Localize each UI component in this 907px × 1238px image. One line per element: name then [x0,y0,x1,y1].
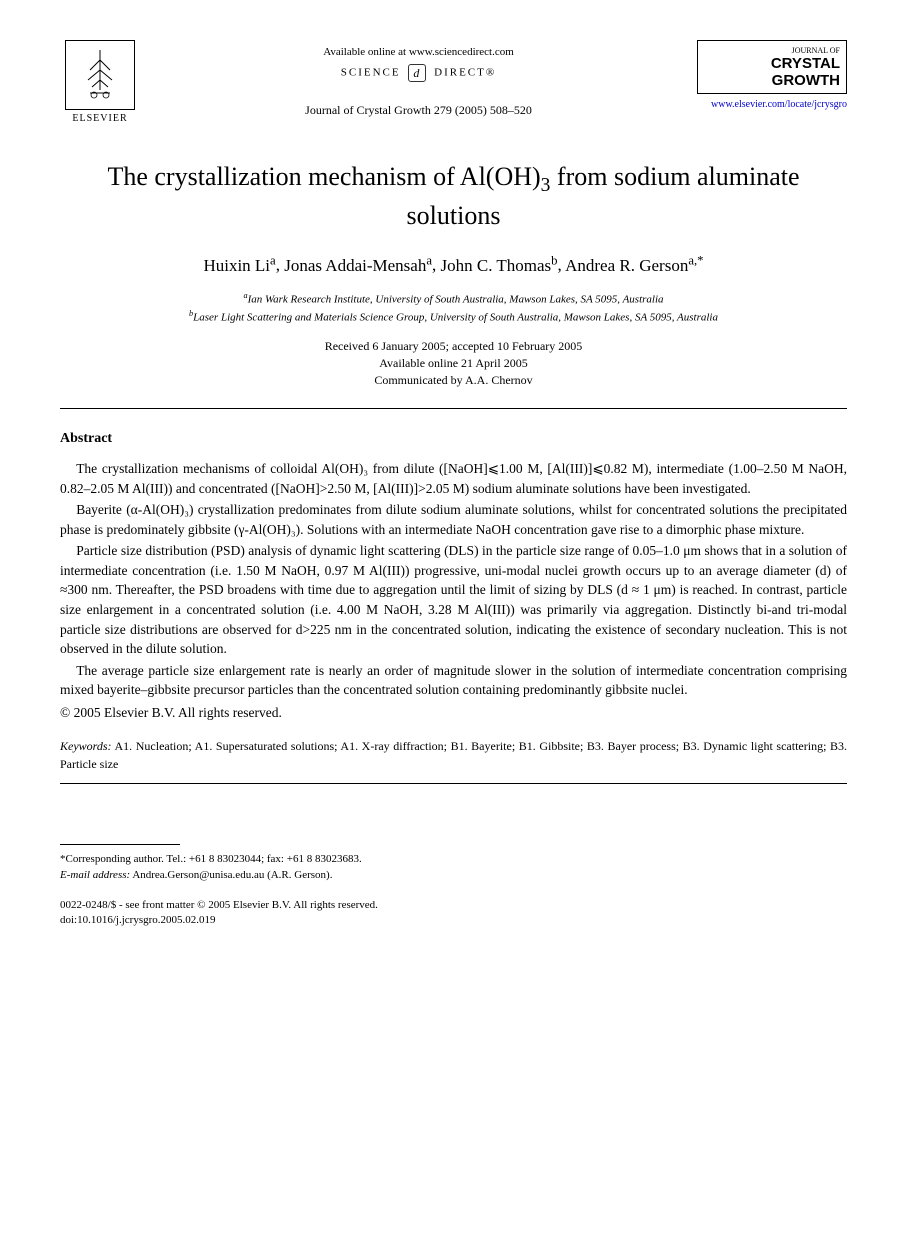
author-2-sup: a [426,253,432,267]
rule-top [60,408,847,409]
keywords-text: A1. Nucleation; A1. Supersaturated solut… [60,739,847,771]
front-matter-line: 0022-0248/$ - see front matter © 2005 El… [60,898,847,913]
title-subscript: 3 [541,175,551,196]
article-dates: Received 6 January 2005; accepted 10 Feb… [60,338,847,388]
author-1-name: Huixin Li [203,256,270,275]
received-date: Received 6 January 2005; accepted 10 Feb… [60,338,847,355]
keywords-label: Keywords: [60,739,112,753]
sd-right: DIRECT® [434,67,496,79]
sd-left: SCIENCE [341,67,401,79]
publisher-name: ELSEVIER [72,112,127,126]
footnote-block: *Corresponding author. Tel.: +61 8 83023… [60,851,847,884]
publisher-logo: ELSEVIER [60,40,140,130]
affiliation-b-text: Laser Light Scattering and Materials Sci… [193,312,718,324]
author-4: Andrea R. Gersona,* [565,256,703,275]
author-4-sup: a,* [688,253,703,267]
article-title: The crystallization mechanism of Al(OH)3… [60,160,847,232]
author-3: John C. Thomasb [441,256,558,275]
header-row: ELSEVIER Available online at www.science… [60,40,847,130]
abstract-p1: The crystallization mechanisms of colloi… [60,459,847,498]
email-line: E-mail address: Andrea.Gerson@unisa.edu.… [60,867,847,884]
email-label: E-mail address: [60,869,130,881]
author-3-name: John C. Thomas [441,256,552,275]
authors-line: Huixin Lia, Jonas Addai-Mensaha, John C.… [60,252,847,277]
doi-block: 0022-0248/$ - see front matter © 2005 El… [60,898,847,929]
abstract-p4: The average particle size enlargement ra… [60,661,847,700]
affiliations: aIan Wark Research Institute, University… [60,290,847,326]
journal-logo-box: JOURNAL OF CRYSTAL GROWTH [697,40,847,94]
title-part1: The crystallization mechanism of Al(OH) [107,162,540,191]
keywords-block: Keywords: A1. Nucleation; A1. Supersatur… [60,737,847,773]
author-2: Jonas Addai-Mensaha [284,256,432,275]
abstract-p3: Particle size distribution (PSD) analysi… [60,541,847,658]
communicated-by: Communicated by A.A. Chernov [60,372,847,389]
sd-swirl-icon: d [408,64,426,82]
author-4-name: Andrea R. Gerson [565,256,688,275]
journal-title-logo: CRYSTAL GROWTH [704,56,840,89]
email-address[interactable]: Andrea.Gerson@unisa.edu.au (A.R. Gerson)… [130,869,332,881]
journal-logo-block: JOURNAL OF CRYSTAL GROWTH www.elsevier.c… [697,40,847,112]
abstract-heading: Abstract [60,429,847,449]
center-header: Available online at www.sciencedirect.co… [140,40,697,119]
journal-reference: Journal of Crystal Growth 279 (2005) 508… [140,102,697,119]
author-1-sup: a [270,253,276,267]
available-online-text: Available online at www.sciencedirect.co… [140,45,697,60]
copyright-line: © 2005 Elsevier B.V. All rights reserved… [60,704,847,723]
affiliation-b: bLaser Light Scattering and Materials Sc… [60,308,847,326]
affiliation-a: aIan Wark Research Institute, University… [60,290,847,308]
online-date: Available online 21 April 2005 [60,355,847,372]
affiliation-a-text: Ian Wark Research Institute, University … [248,293,664,305]
corresponding-author: *Corresponding author. Tel.: +61 8 83023… [60,851,847,868]
doi-value: doi:10.1016/j.jcrysgro.2005.02.019 [60,913,847,928]
author-2-name: Jonas Addai-Mensah [284,256,426,275]
abstract-p2: Bayerite (α-Al(OH)₃) crystallization pre… [60,500,847,539]
journal-url[interactable]: www.elsevier.com/locate/jcrysgro [697,98,847,112]
abstract-body: The crystallization mechanisms of colloi… [60,459,847,723]
rule-bottom [60,783,847,784]
footnote-separator [60,844,180,845]
author-3-sup: b [551,253,557,267]
author-1: Huixin Lia [203,256,275,275]
elsevier-tree-icon [65,40,135,110]
science-direct-logo: SCIENCE d DIRECT® [140,64,697,82]
